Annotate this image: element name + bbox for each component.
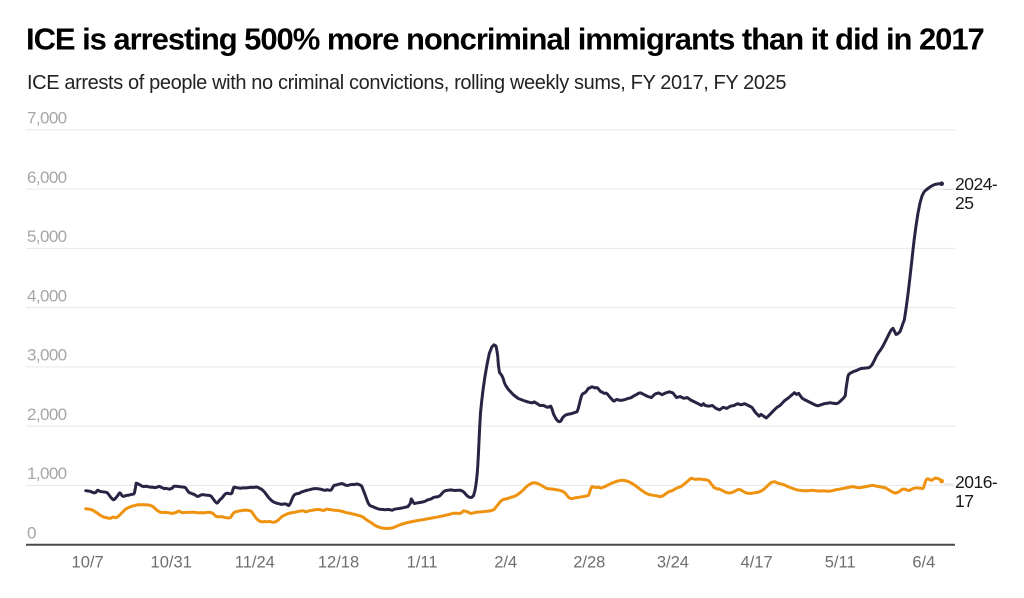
svg-text:1/11: 1/11 — [407, 554, 438, 572]
svg-text:3,000: 3,000 — [27, 346, 67, 365]
svg-text:5,000: 5,000 — [27, 227, 67, 246]
svg-text:2/28: 2/28 — [573, 554, 605, 572]
svg-text:2,000: 2,000 — [27, 405, 67, 424]
svg-text:3/24: 3/24 — [657, 554, 689, 572]
svg-text:ICE is arresting 500% more non: ICE is arresting 500% more noncriminal i… — [26, 22, 984, 57]
svg-text:12/18: 12/18 — [318, 554, 359, 572]
svg-text:10/31: 10/31 — [151, 554, 192, 572]
svg-text:6,000: 6,000 — [27, 168, 67, 187]
svg-text:0: 0 — [27, 524, 36, 543]
svg-text:11/24: 11/24 — [235, 554, 275, 572]
svg-text:17: 17 — [955, 491, 973, 511]
svg-text:10/7: 10/7 — [72, 554, 104, 572]
svg-text:2/4: 2/4 — [494, 554, 517, 572]
svg-text:2016-: 2016- — [955, 472, 998, 492]
svg-text:5/11: 5/11 — [825, 554, 856, 572]
svg-text:7,000: 7,000 — [27, 109, 67, 128]
svg-text:4,000: 4,000 — [27, 286, 67, 305]
svg-text:25: 25 — [955, 193, 973, 213]
svg-text:ICE arrests of people with no: ICE arrests of people with no criminal c… — [27, 72, 786, 94]
svg-text:4/17: 4/17 — [741, 554, 773, 572]
svg-text:6/4: 6/4 — [912, 554, 935, 572]
svg-text:1,000: 1,000 — [27, 464, 67, 483]
svg-text:2024-: 2024- — [955, 174, 998, 194]
